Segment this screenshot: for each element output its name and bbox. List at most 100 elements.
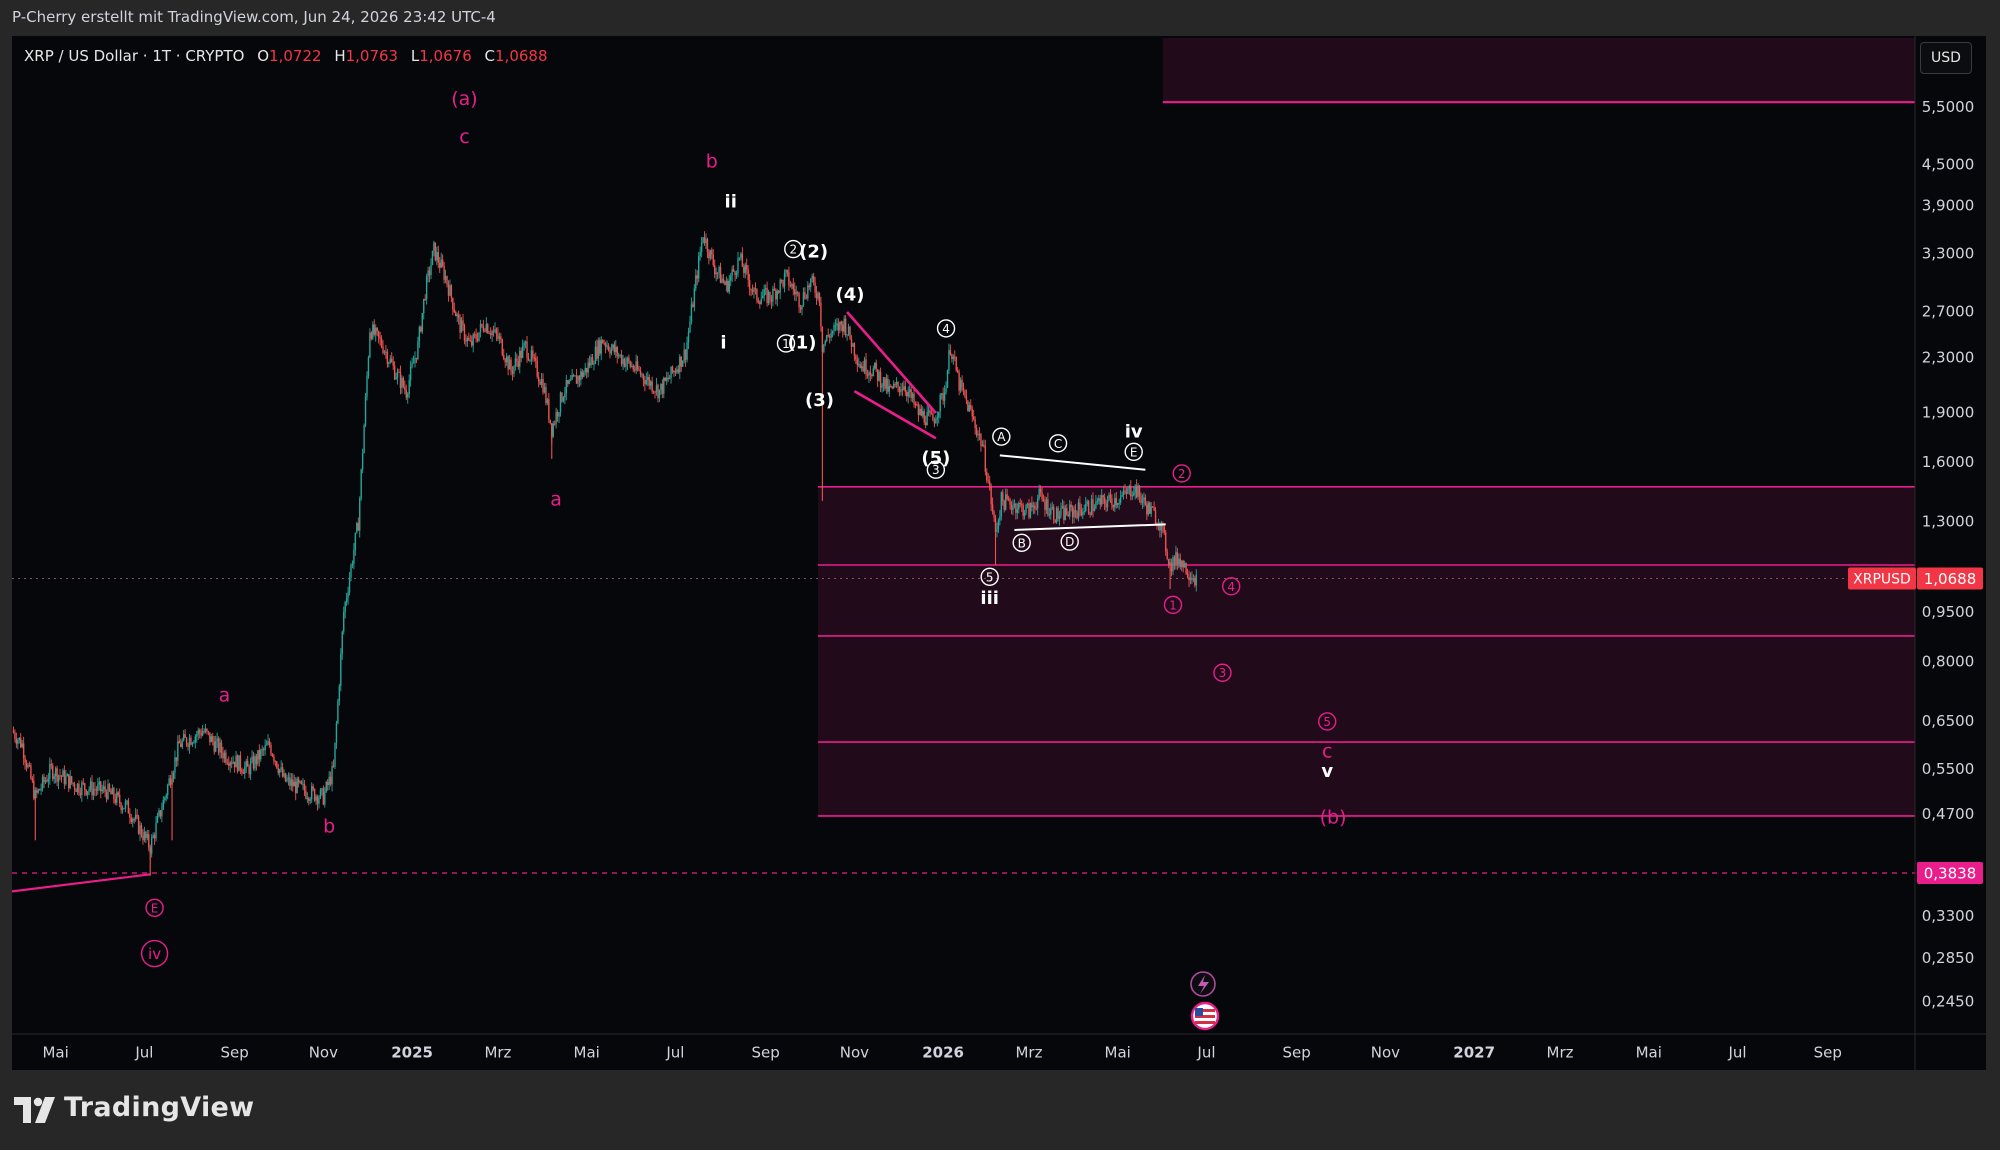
candle-body (824, 341, 826, 345)
wave-label-white: (4) (836, 284, 865, 305)
candle-body (1133, 492, 1135, 496)
candle-body (241, 769, 243, 773)
candle-body (533, 357, 536, 359)
candle-body (1082, 512, 1084, 516)
candle-body (596, 346, 598, 359)
candle-body (558, 412, 560, 417)
candle-body (859, 364, 861, 369)
candle-body (658, 389, 661, 399)
price-tick-label: 0,2850 (1922, 949, 1975, 967)
wave-label-magenta: (a) (451, 88, 477, 110)
candle-body (727, 280, 729, 292)
candle-body (367, 357, 370, 377)
candle-body (642, 374, 645, 381)
candle-body (50, 764, 52, 766)
candle-body (78, 783, 80, 793)
candle-body (954, 356, 956, 358)
wave-label-circled-white: 4 (942, 322, 950, 336)
candle-body (796, 292, 799, 294)
candle-body (264, 745, 266, 751)
wave-label-white: (3) (805, 390, 834, 411)
candle-body (257, 750, 259, 764)
candle-body (923, 411, 925, 423)
candle-body (910, 389, 912, 398)
triangle-trendline (1014, 523, 1166, 531)
candle-body (683, 349, 685, 361)
candle-body (1172, 557, 1174, 572)
candle-body (337, 700, 339, 724)
candle-body (31, 778, 34, 781)
candle-body (500, 336, 502, 340)
wave-label-circled-white: D (1065, 535, 1074, 549)
candle-body (879, 371, 882, 388)
candle-body (139, 825, 141, 834)
candle-body (84, 783, 86, 790)
candle-body (898, 386, 901, 392)
candle-body (1079, 502, 1081, 510)
candle-body (30, 765, 32, 779)
candle-body (767, 291, 770, 303)
time-tick-label: Jul (1727, 1044, 1746, 1062)
wave-label-circled-magenta: iv (148, 945, 161, 963)
candle-body (958, 372, 960, 391)
candle-body (1146, 504, 1148, 515)
candle-body (63, 770, 66, 785)
candle-body (66, 774, 68, 777)
candle-body (216, 738, 218, 742)
candle-body (692, 304, 694, 308)
wave-circle-white (1012, 533, 1031, 552)
candle-body (156, 815, 159, 823)
candle-body (92, 788, 95, 796)
candle-body (751, 289, 754, 292)
candle-body (488, 333, 490, 335)
candle-body (34, 790, 36, 799)
candle-body (347, 592, 349, 598)
time-tick-label: Sep (220, 1044, 248, 1062)
candle-body (318, 797, 320, 804)
candle-body (274, 760, 277, 762)
candle-body (370, 332, 373, 339)
candle-body (59, 775, 61, 777)
currency-button[interactable]: USD (1920, 42, 1972, 74)
candle-body (91, 781, 93, 796)
candle-body (33, 780, 35, 799)
candle-body (943, 392, 946, 401)
candle-body (28, 764, 31, 766)
candle-body (1103, 497, 1106, 504)
candle-body (235, 755, 237, 768)
candle-body (578, 376, 581, 381)
candle-body (1122, 490, 1125, 495)
candle-body (629, 361, 632, 367)
candle-body (182, 734, 185, 741)
candle-body (428, 270, 431, 275)
candle-body (329, 776, 332, 785)
candle-body (574, 375, 576, 377)
candle-body (740, 253, 742, 258)
chart-frame[interactable] (12, 36, 1986, 1070)
open-label: O (257, 47, 270, 65)
wave-label-circled-white: 3 (932, 463, 940, 477)
wave-circle-white (1048, 434, 1068, 453)
wave-circle-magenta (145, 898, 164, 918)
candle-body (617, 355, 620, 357)
candle-body (660, 383, 662, 390)
candle-body (920, 408, 923, 416)
candle-body (409, 366, 412, 381)
candle-body (695, 275, 697, 289)
candle-body (942, 393, 944, 401)
candle-body (1000, 492, 1003, 517)
candle-body (479, 324, 482, 333)
candle-body (338, 685, 341, 701)
candle-body (946, 370, 949, 388)
candle-body (24, 758, 26, 763)
candle-body (1036, 498, 1039, 509)
candle-body (402, 378, 405, 387)
wave-label-circled-white: 5 (986, 570, 994, 584)
candle-body (926, 412, 928, 426)
candle-body (361, 453, 364, 470)
time-tick-label: 2025 (391, 1044, 433, 1062)
candle-body (1117, 503, 1119, 505)
candle-body (702, 237, 704, 243)
candle-body (967, 400, 969, 412)
